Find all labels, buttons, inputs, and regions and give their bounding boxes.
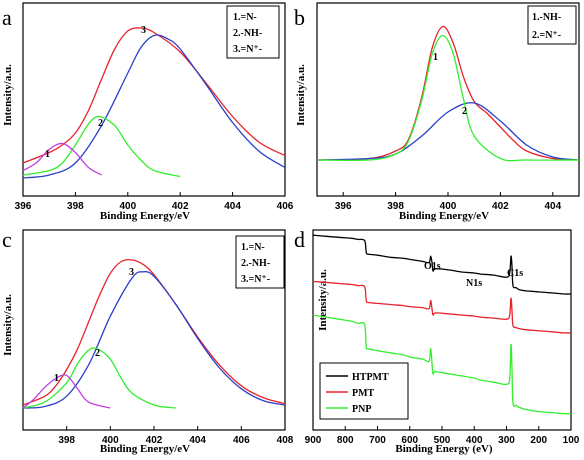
panel-a-legend-1: 1.=N- <box>233 12 257 23</box>
panel-a-legend-3: 3.=N⁺- <box>233 44 262 55</box>
panel-c-peak-label-1: 1 <box>54 373 59 384</box>
panel-d-xlabel: Binding Energy (eV) <box>395 443 493 455</box>
panel-a-peak-label-3: 3 <box>141 25 146 36</box>
x-tick-label: 900 <box>305 435 322 446</box>
panel-c-legend-1: 1.=N- <box>241 242 265 253</box>
panel-b-xlabel: Binding Energy/eV <box>399 210 489 222</box>
panel-d-annotation-n1s: N1s <box>466 278 482 289</box>
panel-d-legend-pmt: PMT <box>352 388 375 399</box>
series-line-pnp <box>312 314 572 415</box>
series-line-4 <box>22 142 102 176</box>
x-tick-label: 200 <box>530 435 547 446</box>
panel-c-chart: c Intensity/a.u. Binding Energy/eV 398 40… <box>2 227 294 455</box>
panel-d-annotation-c1s: C1s <box>507 268 523 279</box>
panel-c-ylabel: Intensity/a.u. <box>2 294 14 356</box>
panel-d-legend-pnp: PNP <box>352 404 371 415</box>
panel-a-chart: a Intensity/a.u. Binding Energy/eV 396 39… <box>2 2 294 222</box>
x-tick-label: 396 <box>335 201 352 212</box>
panel-c-legend-box <box>235 235 285 289</box>
panel-c-peak-label-2: 2 <box>95 348 100 359</box>
x-tick-label: 398 <box>387 201 404 212</box>
panel-c-xlabel: Binding Energy/eV <box>100 443 190 455</box>
panel-a-ylabel: Intensity/a.u. <box>2 64 14 126</box>
panel-a-xlabel: Binding Energy/eV <box>100 210 190 222</box>
x-tick-label: 402 <box>172 201 189 212</box>
series-line-2 <box>22 34 286 179</box>
x-tick-label: 100 <box>563 435 580 446</box>
panel-d-letter: d <box>294 227 305 252</box>
panel-b-legend-1: 1.-NH- <box>532 12 561 23</box>
panel-b-letter: b <box>294 5 305 30</box>
panel-a-legend-2: 2.-NH- <box>233 28 262 39</box>
panel-d-annotation-o1s: O1s <box>424 261 441 272</box>
panel-b-peak-label-2: 2 <box>462 106 467 117</box>
x-tick-label: 404 <box>224 201 241 212</box>
panel-b-legend-2: 2.=N⁺- <box>532 30 561 41</box>
series-line-4 <box>22 374 111 409</box>
panel-c-legend-3: 3.=N⁺- <box>241 274 270 285</box>
panel-c-peak-label-3: 3 <box>129 267 134 278</box>
panel-a-peak-label-1: 1 <box>45 149 50 160</box>
x-tick-label: 398 <box>67 201 84 212</box>
x-tick-label: 400 <box>119 201 136 212</box>
panel-c-legend-2: 2.-NH- <box>241 258 270 269</box>
panel-d-legend-box <box>319 362 409 420</box>
series-line-3 <box>22 115 181 178</box>
series-line-2 <box>316 102 580 161</box>
x-tick-label: 600 <box>401 435 418 446</box>
series-line-htpmt <box>312 234 572 295</box>
series-line-pmt <box>312 280 572 334</box>
x-tick-label: 406 <box>277 201 294 212</box>
panel-a-peak-label-2: 2 <box>98 118 103 129</box>
panel-a-letter: a <box>2 5 12 30</box>
x-tick-label: 400 <box>102 435 119 446</box>
x-tick-label: 500 <box>434 435 451 446</box>
x-tick-label: 402 <box>146 435 163 446</box>
x-tick-label: 300 <box>498 435 515 446</box>
x-tick-label: 406 <box>233 435 250 446</box>
panel-a-legend-box <box>226 5 280 59</box>
panel-c-letter: c <box>2 227 12 252</box>
panel-b-peak-label-1: 1 <box>433 52 438 63</box>
x-tick-label: 398 <box>58 435 75 446</box>
panel-d-chart: d Intensity/a.u. Binding Energy (eV) 900… <box>294 227 580 455</box>
panel-b-legend-box <box>527 5 577 45</box>
series-line-1 <box>22 259 286 406</box>
panel-b-ylabel: Intensity/a.u. <box>295 64 307 126</box>
panel-d-legend-htpmt: HTPMT <box>352 372 389 383</box>
panel-b-chart: b Intensity/a.u. Binding Energy/eV 396 39… <box>294 2 580 222</box>
x-tick-label: 404 <box>544 201 561 212</box>
x-tick-label: 402 <box>492 201 509 212</box>
panel-a-frame <box>22 2 286 197</box>
series-line-2 <box>22 271 286 409</box>
x-tick-label: 700 <box>369 435 386 446</box>
x-tick-label: 800 <box>337 435 354 446</box>
series-line-1 <box>316 25 580 161</box>
series-line-3 <box>316 34 580 162</box>
x-tick-label: 408 <box>277 435 294 446</box>
x-tick-label: 400 <box>466 435 483 446</box>
series-line-3 <box>22 347 176 409</box>
x-tick-label: 400 <box>440 201 457 212</box>
x-tick-label: 404 <box>189 435 206 446</box>
series-line-1 <box>22 27 286 164</box>
x-tick-label: 396 <box>15 201 32 212</box>
panel-d-ylabel: Intensity/a.u. <box>317 269 329 331</box>
